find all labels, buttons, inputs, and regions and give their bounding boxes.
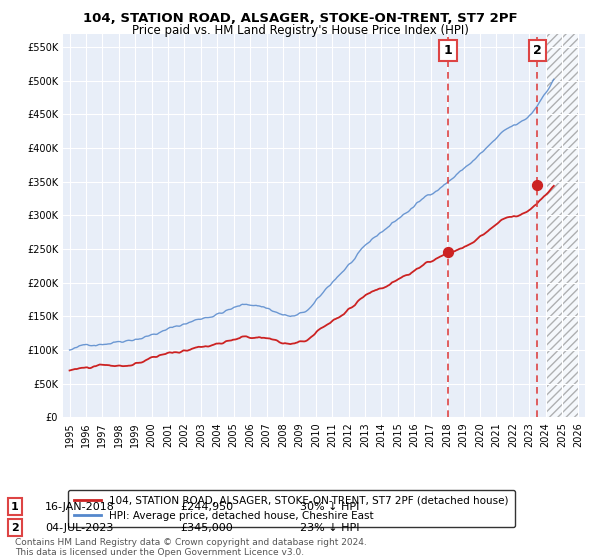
- Text: 16-JAN-2018: 16-JAN-2018: [45, 502, 115, 512]
- Text: 30% ↓ HPI: 30% ↓ HPI: [300, 502, 359, 512]
- Legend: 104, STATION ROAD, ALSAGER, STOKE-ON-TRENT, ST7 2PF (detached house), HPI: Avera: 104, STATION ROAD, ALSAGER, STOKE-ON-TRE…: [68, 489, 515, 528]
- Point: [533, 180, 542, 189]
- Text: 04-JUL-2023: 04-JUL-2023: [45, 522, 113, 533]
- Text: 1: 1: [443, 44, 452, 57]
- Text: 2: 2: [533, 44, 542, 57]
- Text: 23% ↓ HPI: 23% ↓ HPI: [300, 522, 359, 533]
- Text: Contains HM Land Registry data © Crown copyright and database right 2024.
This d: Contains HM Land Registry data © Crown c…: [15, 538, 367, 557]
- Text: £345,000: £345,000: [180, 522, 233, 533]
- Text: 1: 1: [11, 502, 19, 512]
- Bar: [545, 0, 578, 417]
- Point: [443, 248, 452, 257]
- Text: 104, STATION ROAD, ALSAGER, STOKE-ON-TRENT, ST7 2PF: 104, STATION ROAD, ALSAGER, STOKE-ON-TRE…: [83, 12, 517, 25]
- Text: £244,950: £244,950: [180, 502, 233, 512]
- Text: 2: 2: [11, 522, 19, 533]
- Text: Price paid vs. HM Land Registry's House Price Index (HPI): Price paid vs. HM Land Registry's House …: [131, 24, 469, 36]
